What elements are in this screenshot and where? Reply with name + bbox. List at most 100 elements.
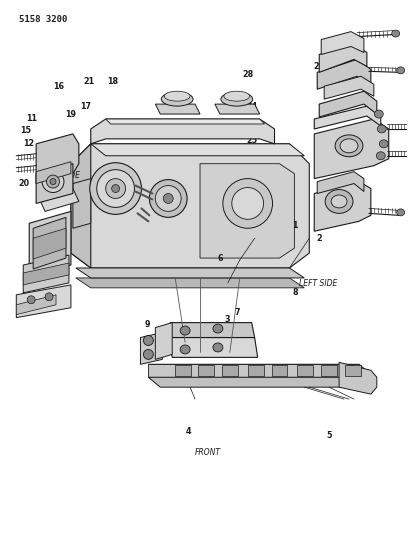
Text: 9: 9 <box>145 320 150 329</box>
Ellipse shape <box>221 92 253 106</box>
Polygon shape <box>149 365 371 374</box>
Ellipse shape <box>376 152 385 160</box>
Ellipse shape <box>379 140 388 148</box>
Polygon shape <box>272 365 287 376</box>
Polygon shape <box>91 144 304 156</box>
Ellipse shape <box>155 185 181 212</box>
Text: 7: 7 <box>234 308 239 317</box>
Text: 18: 18 <box>107 77 118 86</box>
Ellipse shape <box>112 184 120 192</box>
Ellipse shape <box>149 180 187 217</box>
Text: 12: 12 <box>24 139 35 148</box>
Ellipse shape <box>180 345 190 354</box>
Polygon shape <box>140 333 162 365</box>
Ellipse shape <box>144 350 153 359</box>
Polygon shape <box>33 217 66 269</box>
Polygon shape <box>23 255 69 293</box>
Polygon shape <box>175 365 191 376</box>
Text: 27: 27 <box>321 141 332 150</box>
Polygon shape <box>155 322 172 359</box>
Text: 14: 14 <box>55 181 67 190</box>
Polygon shape <box>149 377 371 387</box>
Text: LEFT SIDE: LEFT SIDE <box>299 279 337 288</box>
Ellipse shape <box>325 190 353 213</box>
Text: 25: 25 <box>246 136 257 146</box>
Text: 6: 6 <box>217 254 223 263</box>
Ellipse shape <box>331 195 347 208</box>
Polygon shape <box>345 365 361 376</box>
Ellipse shape <box>180 326 190 335</box>
Ellipse shape <box>374 110 383 118</box>
Ellipse shape <box>161 92 193 106</box>
Polygon shape <box>215 104 259 114</box>
Polygon shape <box>324 76 374 99</box>
Text: 2: 2 <box>316 233 322 243</box>
Polygon shape <box>149 365 359 377</box>
Polygon shape <box>297 365 313 376</box>
Polygon shape <box>317 172 364 193</box>
Text: 11: 11 <box>26 114 37 123</box>
Text: 4: 4 <box>185 427 191 437</box>
Ellipse shape <box>50 179 56 184</box>
Text: 24: 24 <box>246 102 257 111</box>
Ellipse shape <box>223 179 273 228</box>
Polygon shape <box>168 322 255 337</box>
Ellipse shape <box>397 67 405 74</box>
Ellipse shape <box>45 293 53 301</box>
Text: 20: 20 <box>19 179 30 188</box>
Polygon shape <box>71 144 309 268</box>
Text: 16: 16 <box>53 82 64 91</box>
Text: 23: 23 <box>248 122 259 131</box>
Text: 13: 13 <box>58 159 69 168</box>
Ellipse shape <box>163 193 173 204</box>
Text: 5158 3200: 5158 3200 <box>19 15 68 24</box>
Polygon shape <box>39 189 79 212</box>
Ellipse shape <box>392 30 400 37</box>
Ellipse shape <box>27 296 35 304</box>
Ellipse shape <box>340 139 358 153</box>
Text: 17: 17 <box>80 102 91 111</box>
Polygon shape <box>319 45 367 72</box>
Ellipse shape <box>106 179 126 198</box>
Polygon shape <box>29 212 71 275</box>
Polygon shape <box>168 337 257 358</box>
Polygon shape <box>71 144 91 268</box>
Ellipse shape <box>144 336 153 345</box>
Ellipse shape <box>213 343 223 352</box>
Text: 15: 15 <box>20 126 31 135</box>
Text: 19: 19 <box>65 110 76 118</box>
Polygon shape <box>198 365 214 376</box>
Polygon shape <box>16 285 71 318</box>
Polygon shape <box>91 119 275 144</box>
Polygon shape <box>106 119 264 124</box>
Text: 28: 28 <box>242 70 253 79</box>
Polygon shape <box>319 91 377 117</box>
Polygon shape <box>76 278 304 288</box>
Text: 3: 3 <box>224 315 230 324</box>
Polygon shape <box>73 179 91 228</box>
Ellipse shape <box>224 91 250 101</box>
Text: 8: 8 <box>293 288 298 297</box>
Text: 21: 21 <box>83 77 94 86</box>
Ellipse shape <box>213 324 223 333</box>
Polygon shape <box>314 119 389 179</box>
Text: 26: 26 <box>314 62 325 71</box>
Text: FRONT: FRONT <box>195 448 221 457</box>
Ellipse shape <box>377 125 386 133</box>
Ellipse shape <box>47 175 60 188</box>
Polygon shape <box>36 164 73 204</box>
Polygon shape <box>314 106 381 129</box>
Polygon shape <box>36 134 79 183</box>
Polygon shape <box>339 362 377 394</box>
Polygon shape <box>314 182 371 231</box>
Polygon shape <box>321 365 337 376</box>
Polygon shape <box>76 268 304 278</box>
Text: 10: 10 <box>142 336 153 345</box>
Ellipse shape <box>335 135 363 157</box>
Polygon shape <box>33 228 66 259</box>
Polygon shape <box>317 59 371 89</box>
Polygon shape <box>16 295 56 314</box>
Polygon shape <box>222 365 238 376</box>
Text: RIGHT SIDE: RIGHT SIDE <box>36 171 80 180</box>
Ellipse shape <box>164 91 190 101</box>
